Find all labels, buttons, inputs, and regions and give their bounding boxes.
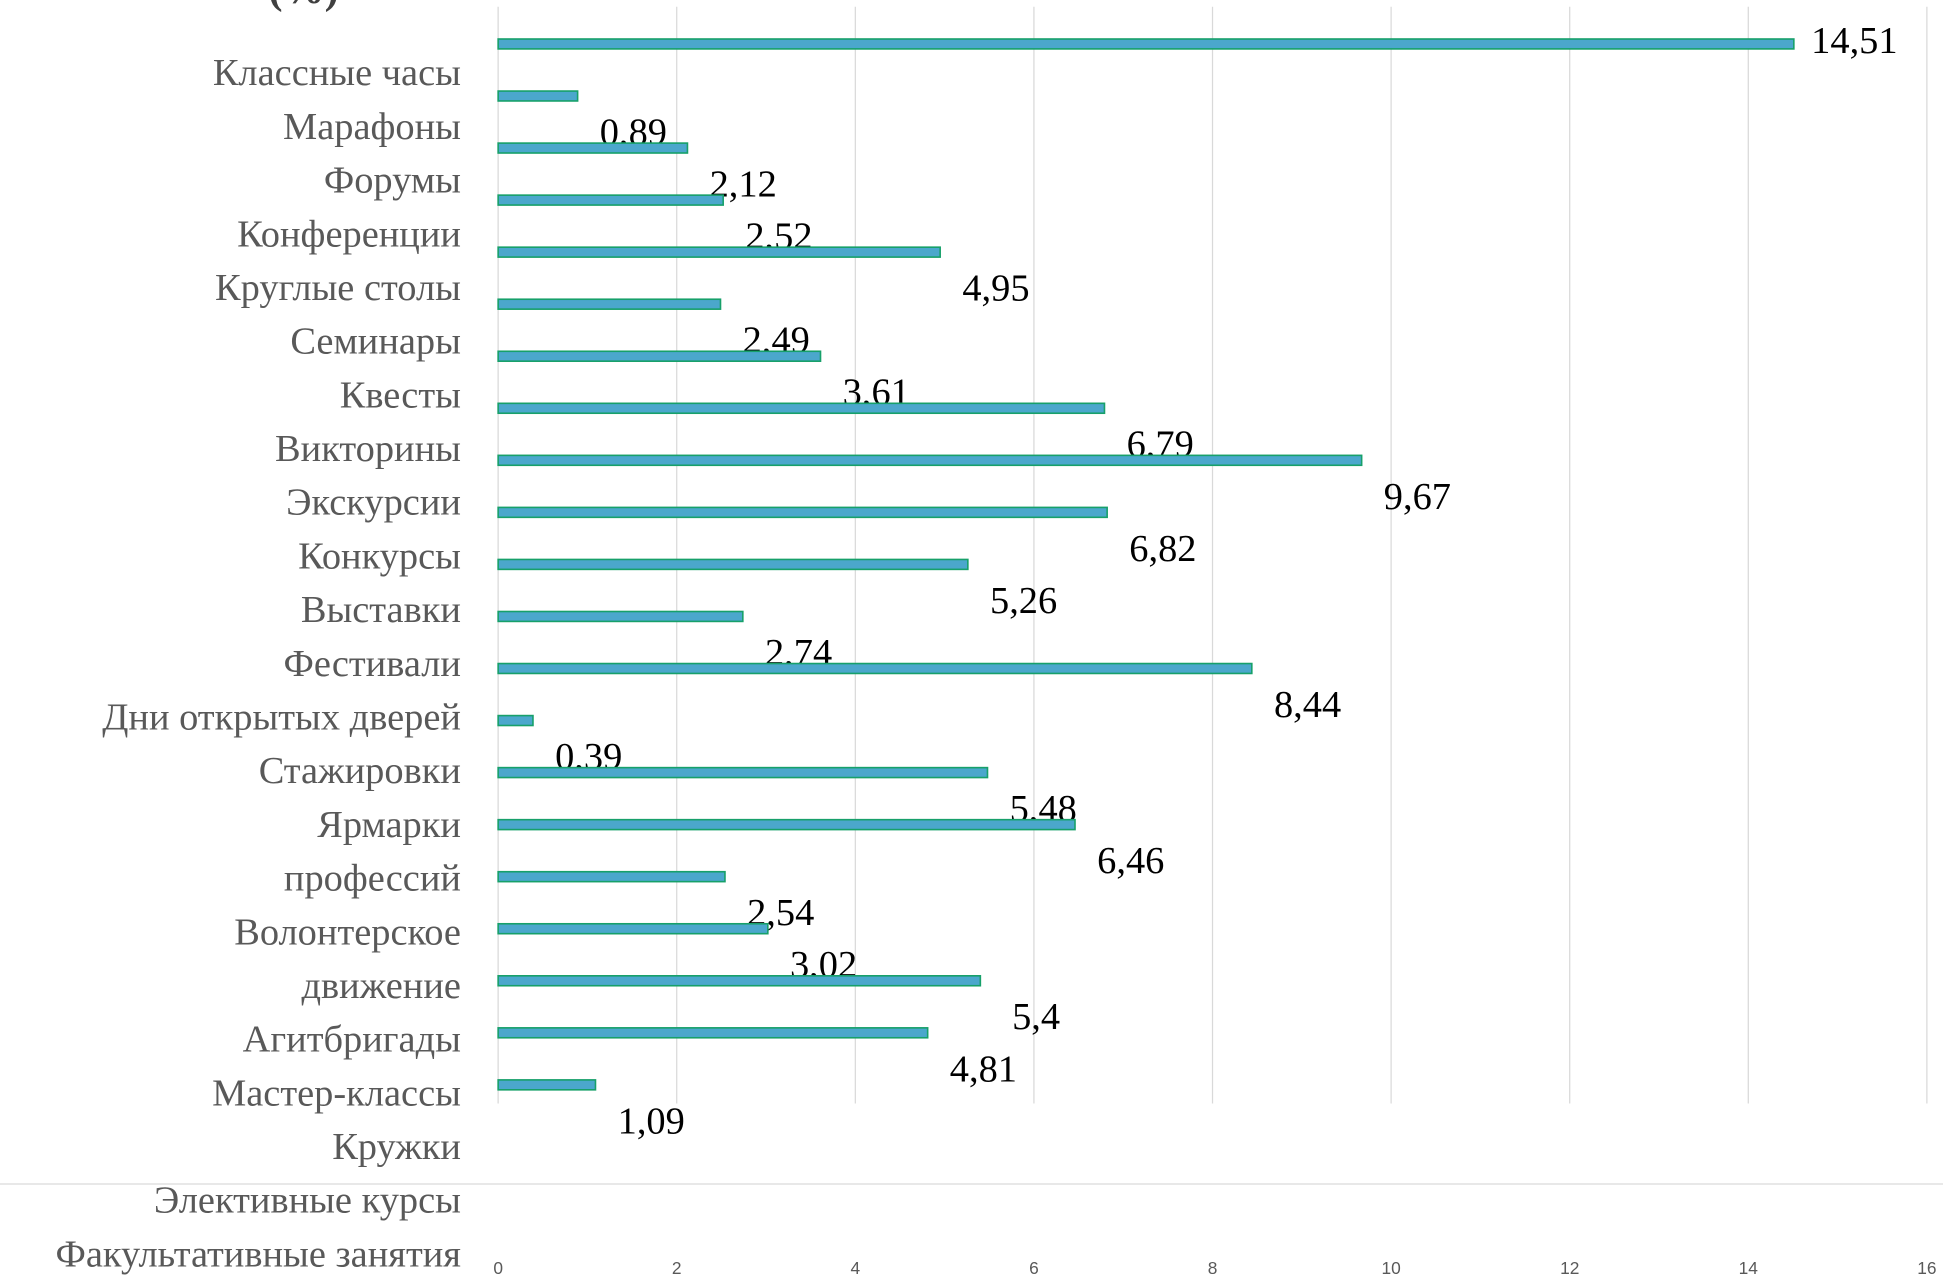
x-tick-label: 10 [1381, 1258, 1400, 1278]
bar [497, 142, 689, 154]
x-tick-label: 4 [851, 1258, 861, 1278]
bar [497, 350, 822, 362]
y-tick-label: Круглые столы [215, 267, 461, 309]
data-label: 1,09 [618, 1100, 685, 1142]
data-label: 9,67 [1384, 476, 1451, 518]
bar [497, 1079, 597, 1091]
y-tick-label: Дни открытых дверей [102, 696, 461, 738]
bar [497, 298, 722, 310]
bar [497, 1027, 929, 1039]
bar [497, 975, 982, 987]
y-tick-label: Экскурсии [286, 482, 461, 524]
y-tick-label: Волонтерское движение [234, 911, 461, 1007]
y-tick-label: Семинары [290, 320, 461, 362]
data-label: 5,26 [990, 580, 1057, 622]
y-tick-label: Агитбригады [243, 1018, 461, 1060]
y-tick-label: Выставки [301, 589, 461, 631]
y-tick-label: Ярмарки профессий [284, 804, 461, 900]
data-label: 4,81 [950, 1048, 1017, 1090]
data-label: 6,82 [1129, 528, 1196, 570]
bar [497, 766, 989, 779]
bar [497, 246, 941, 258]
bar [497, 90, 579, 102]
x-tick-label: 0 [493, 1258, 503, 1278]
y-tick-label: Мастер-классы [212, 1072, 461, 1114]
bar [497, 506, 1108, 519]
y-tick-label: Конференции [237, 213, 461, 255]
chart-title: (%) [269, 0, 339, 13]
data-label: 4,95 [962, 268, 1029, 310]
y-tick-label: Факультативные занятия [55, 1233, 460, 1275]
bar [497, 662, 1253, 675]
y-tick-label: Кружки [332, 1126, 461, 1168]
y-tick-label: Форумы [324, 159, 461, 201]
y-tick-label: Конкурсы [298, 535, 461, 577]
data-label: 6,46 [1097, 840, 1164, 882]
data-label: 14,51 [1811, 20, 1897, 62]
bar [497, 558, 969, 571]
bar [497, 870, 726, 883]
bar [497, 38, 1795, 50]
y-tick-label: Марафоны [283, 106, 461, 148]
x-tick-label: 6 [1029, 1258, 1039, 1278]
bar [497, 714, 534, 727]
y-tick-label: Фестивали [283, 643, 460, 685]
x-tick-label: 8 [1208, 1258, 1218, 1278]
data-label: 8,44 [1274, 684, 1341, 726]
bar [497, 402, 1106, 415]
x-tick-label: 16 [1917, 1258, 1936, 1278]
y-tick-label: Классные часы [213, 52, 461, 94]
y-tick-label: Стажировки [259, 750, 461, 792]
data-label: 5,4 [1012, 996, 1060, 1038]
x-tick-label: 12 [1560, 1258, 1579, 1278]
bar [497, 610, 744, 623]
y-tick-label: Элективные курсы [154, 1180, 461, 1222]
bar [497, 194, 724, 206]
y-tick-label: Викторины [275, 428, 461, 470]
bar [497, 922, 769, 935]
y-tick-label: Квесты [340, 374, 461, 416]
x-tick-label: 2 [672, 1258, 682, 1278]
bar [497, 818, 1076, 831]
bar [497, 454, 1363, 467]
x-tick-label: 14 [1739, 1258, 1759, 1278]
